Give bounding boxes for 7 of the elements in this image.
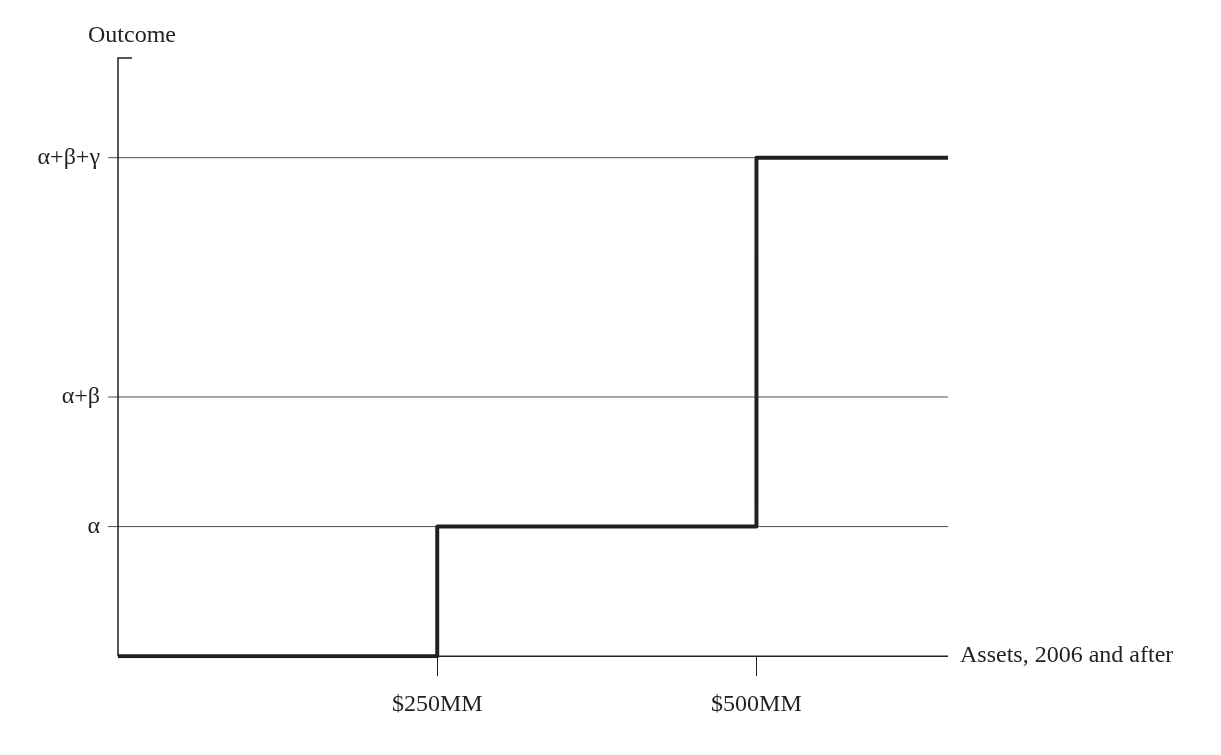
ref-line-label: α+β+γ (37, 143, 101, 169)
ref-line-label: α+β (61, 382, 100, 409)
x-tick-label: $250MM (391, 689, 483, 716)
ref-line-label: α (87, 511, 101, 538)
y-axis-title: Outcome (88, 21, 176, 48)
x-tick-label: $500MM (711, 689, 802, 716)
x-axis-title: Assets, 2006 and after (960, 641, 1174, 668)
